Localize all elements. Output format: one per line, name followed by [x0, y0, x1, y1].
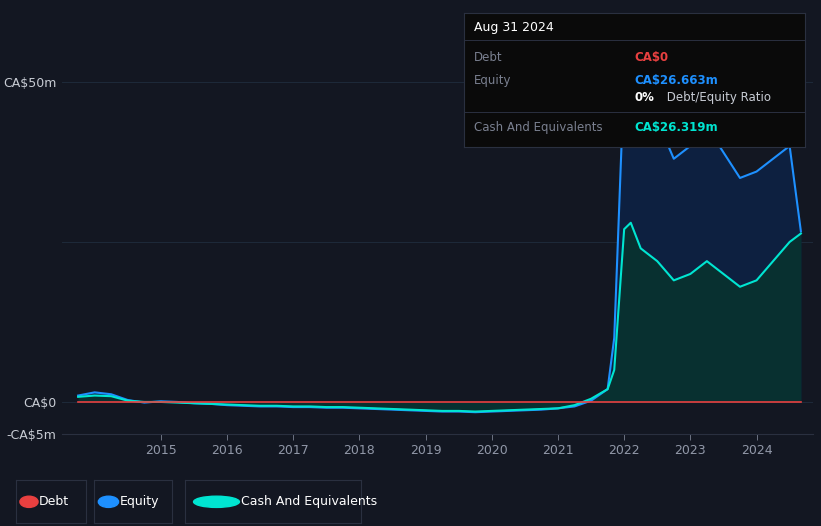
- Text: Debt: Debt: [39, 495, 69, 508]
- Text: CA$26.319m: CA$26.319m: [635, 120, 718, 134]
- Text: CA$0: CA$0: [635, 51, 668, 64]
- Text: Equity: Equity: [474, 74, 511, 87]
- Text: 0%: 0%: [635, 91, 654, 104]
- Circle shape: [99, 496, 118, 508]
- Circle shape: [194, 496, 240, 508]
- Text: Debt/Equity Ratio: Debt/Equity Ratio: [663, 91, 771, 104]
- Circle shape: [20, 496, 38, 508]
- Text: Equity: Equity: [119, 495, 159, 508]
- Text: Cash And Equivalents: Cash And Equivalents: [241, 495, 378, 508]
- Text: CA$26.663m: CA$26.663m: [635, 74, 718, 87]
- Text: Aug 31 2024: Aug 31 2024: [474, 21, 554, 34]
- Text: Cash And Equivalents: Cash And Equivalents: [474, 120, 603, 134]
- Text: Debt: Debt: [474, 51, 502, 64]
